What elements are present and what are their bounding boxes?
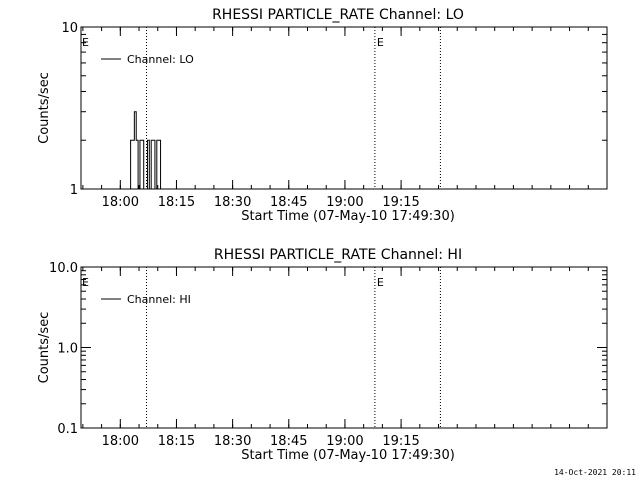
panel-1-xtick-label-19-15: 19:15 xyxy=(382,195,419,210)
panel-2-ytick-label-1-0: 1.0 xyxy=(57,342,78,357)
panel-1-xtick-label-18-45: 18:45 xyxy=(270,195,307,210)
panel-1-xtick-label-18-30: 18:30 xyxy=(214,195,251,210)
panel-1: RHESSI PARTICLE_RATE Channel: LO 1 10 18:00… xyxy=(37,7,608,224)
panel-2-xtick-label-18-30: 18:30 xyxy=(214,434,251,449)
panel-2-title: RHESSI PARTICLE_RATE Channel: HI xyxy=(214,247,462,263)
panel-2-xaxis-label: Start Time (07-May-10 17:49:30) xyxy=(241,448,455,463)
panel-1-xtick-label-18-15: 18:15 xyxy=(158,195,195,210)
panel-1-series-line-channel-lo xyxy=(128,111,163,190)
panel-2: RHESSI PARTICLE_RATE Channel: HI 0.1 1.0 10… xyxy=(37,247,608,463)
panel-2-plot-frame xyxy=(80,266,608,429)
panel-1-plot-frame xyxy=(80,26,608,190)
panel-2-yaxis-label: Counts/sec xyxy=(37,312,52,384)
panel-2-event-label-2: E xyxy=(377,276,384,289)
panel-2-xtick-label-19-00: 19:00 xyxy=(326,434,363,449)
panel-2-xtick-label-18-15: 18:15 xyxy=(158,434,195,449)
panel-1-xaxis-label: Start Time (07-May-10 17:49:30) xyxy=(241,209,455,224)
footer-timestamp: 14-Oct-2021 20:11 xyxy=(554,468,636,477)
panel-1-start-marker: E xyxy=(82,36,89,49)
panel-2-start-marker: E xyxy=(82,276,89,289)
panel-2-xtick-label-18-45: 18:45 xyxy=(270,434,307,449)
panel-1-ytick-label-1: 1 xyxy=(70,183,78,198)
panel-1-ytick-label-10: 10 xyxy=(61,21,78,36)
panel-2-legend-label: Channel: HI xyxy=(127,293,191,306)
panel-2-xtick-label-19-15: 19:15 xyxy=(382,434,419,449)
panel-2-ytick-label-10-0: 10.0 xyxy=(49,261,78,276)
panel-1-event-label-2: E xyxy=(377,36,384,49)
panel-1-yaxis-label: Counts/sec xyxy=(37,72,52,144)
panel-2-xtick-label-18-00: 18:00 xyxy=(102,434,139,449)
panel-1-title: RHESSI PARTICLE_RATE Channel: LO xyxy=(212,7,464,23)
panel-1-xtick-label-19-00: 19:00 xyxy=(326,195,363,210)
panel-1-legend-label: Channel: LO xyxy=(127,53,194,66)
panel-1-xtick-label-18-00: 18:00 xyxy=(102,195,139,210)
panel-2-ytick-label-0-1: 0.1 xyxy=(57,422,78,437)
